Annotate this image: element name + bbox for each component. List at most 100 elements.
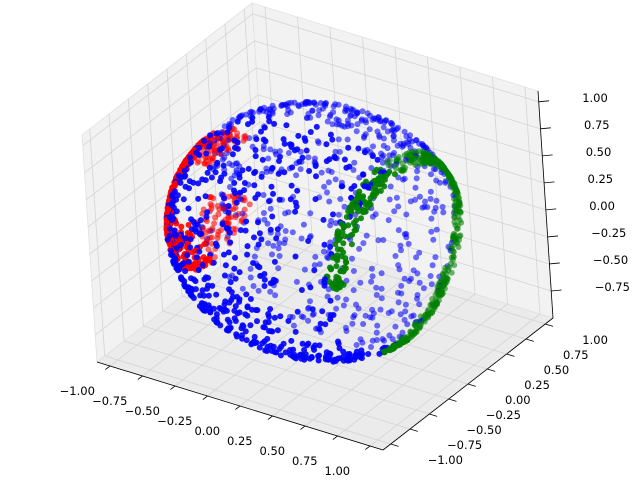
- blue-series-point: [327, 243, 334, 250]
- blue-series-point: [328, 217, 335, 224]
- blue-series-point: [395, 299, 402, 306]
- blue-series-point: [236, 269, 243, 276]
- blue-series-point: [261, 283, 268, 289]
- z-tick-label: 0.75: [584, 118, 610, 132]
- red-series-point: [211, 220, 218, 227]
- blue-series-point: [243, 291, 250, 298]
- blue-series-point: [260, 143, 267, 150]
- blue-series-point: [293, 203, 300, 210]
- blue-series-point: [263, 168, 270, 175]
- y-gridline-floor: [220, 265, 507, 355]
- blue-series-point: [243, 111, 249, 118]
- blue-series-point: [303, 342, 310, 349]
- red-series-point: [238, 218, 245, 225]
- blue-series-point: [240, 323, 247, 330]
- blue-series-point: [320, 248, 327, 255]
- x-tick-mark: [202, 395, 208, 400]
- blue-series-point: [289, 164, 296, 171]
- green-series-point: [371, 169, 378, 176]
- blue-series-point: [265, 155, 272, 162]
- blue-series-point: [270, 190, 276, 197]
- blue-series-point: [350, 287, 357, 294]
- blue-series-point: [414, 270, 421, 277]
- y-tick-label: −1.00: [428, 453, 463, 467]
- blue-series-point: [239, 167, 246, 174]
- blue-series-point: [349, 320, 356, 327]
- blue-series-point: [348, 185, 355, 192]
- blue-series-point: [280, 340, 287, 347]
- blue-series-point: [244, 243, 251, 250]
- blue-series-point: [267, 205, 274, 212]
- blue-series-point: [231, 180, 238, 186]
- blue-series-point: [402, 308, 409, 315]
- blue-series-point: [203, 274, 209, 281]
- blue-series-point: [362, 312, 369, 319]
- blue-series-point: [257, 272, 264, 279]
- blue-series-point: [237, 189, 244, 196]
- blue-series-point: [231, 265, 238, 272]
- blue-series-point: [320, 216, 327, 223]
- blue-series-point: [422, 198, 428, 205]
- blue-series-point: [335, 338, 341, 345]
- blue-series-point: [359, 339, 366, 346]
- blue-series-point: [341, 203, 348, 210]
- blue-series-point: [368, 278, 375, 285]
- blue-series-point: [397, 242, 404, 249]
- blue-series-point: [302, 137, 309, 144]
- blue-series-point: [420, 285, 427, 292]
- blue-series-point: [378, 270, 385, 277]
- blue-series-point: [389, 336, 396, 343]
- green-series-point: [367, 195, 374, 202]
- blue-series-point: [245, 165, 252, 172]
- blue-series-point: [203, 150, 210, 157]
- z-axis-ticks: −0.75 −0.50 −0.25 0.00 0.25 0.50 0.75 1.00: [538, 91, 630, 294]
- blue-series-point: [335, 211, 342, 218]
- blue-series-point: [204, 169, 211, 176]
- blue-series-point: [339, 122, 345, 129]
- blue-series-point: [303, 147, 310, 154]
- blue-series-point: [316, 326, 323, 333]
- blue-series-point: [379, 159, 386, 166]
- blue-series-point: [293, 278, 300, 285]
- blue-series-point: [284, 111, 291, 118]
- blue-series-point: [429, 262, 436, 269]
- blue-series-point: [416, 193, 423, 200]
- blue-series-point: [251, 338, 258, 345]
- blue-series-point: [307, 129, 314, 135]
- blue-series-point: [390, 152, 396, 159]
- blue-series-point: [428, 281, 435, 288]
- y-axis-ticks: −1.00−0.75−0.50−0.250.000.250.500.751.00: [390, 323, 608, 467]
- blue-series-point: [267, 226, 274, 233]
- blue-series-point: [341, 156, 348, 163]
- blue-series-point: [244, 303, 251, 310]
- blue-series-point: [285, 150, 292, 156]
- z-tick-label: −0.25: [591, 226, 626, 240]
- x-tick-label: −0.50: [125, 404, 160, 418]
- blue-series-point: [225, 209, 232, 216]
- blue-series-point: [267, 146, 274, 153]
- green-series-point: [457, 202, 464, 209]
- green-series-point: [458, 219, 465, 226]
- blue-series-point: [256, 344, 263, 351]
- green-series-point: [341, 233, 348, 240]
- blue-series-point: [374, 156, 381, 163]
- blue-series-point: [345, 144, 352, 151]
- blue-series-point: [278, 102, 285, 109]
- green-series-point: [345, 208, 352, 215]
- blue-series-point: [416, 249, 423, 256]
- red-series-point: [185, 221, 192, 228]
- blue-series-point: [368, 344, 374, 350]
- blue-series-point: [166, 232, 173, 239]
- blue-series-point: [387, 120, 394, 126]
- blue-series-point: [322, 321, 329, 328]
- blue-series-point: [315, 357, 322, 364]
- blue-series-point: [427, 273, 434, 279]
- blue-series-point: [227, 239, 234, 246]
- blue-series-point: [374, 116, 381, 123]
- blue-series-point: [182, 235, 189, 242]
- blue-series-point: [268, 347, 275, 354]
- x-tick-label: 0.00: [194, 424, 220, 438]
- blue-series-point: [267, 288, 274, 295]
- blue-series-point: [301, 356, 308, 363]
- z-tick-mark: [547, 235, 559, 238]
